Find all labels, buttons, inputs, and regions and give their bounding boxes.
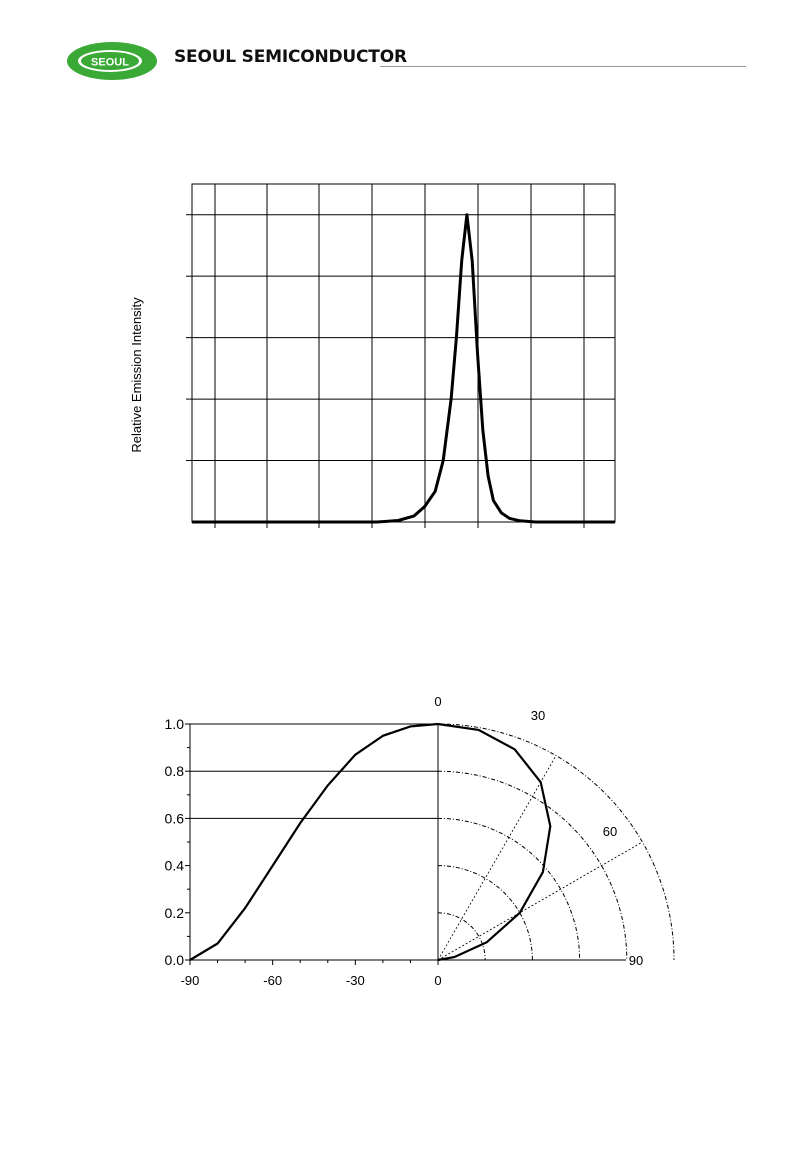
radiation-curve-cartesian (189, 722, 439, 961)
y-tick-label: 0.2 (165, 905, 185, 921)
y-tick-label: 0.4 (165, 858, 185, 874)
spectrum-y-axis-label: Relative Emission Intensity (129, 297, 144, 453)
radiation-curve-polar (437, 722, 552, 962)
radiation-ticks (185, 723, 439, 965)
polar-ring (437, 817, 581, 961)
y-tick-label: 0.0 (165, 952, 185, 968)
polar-angle-label: 90 (629, 953, 643, 968)
y-tick-label: 0.8 (165, 763, 185, 779)
spectrum-grid (191, 183, 616, 523)
polar-spoke (437, 841, 643, 961)
page-header: SEOUL SEOUL SEMICONDUCTOR (0, 0, 810, 110)
seoul-logo: SEOUL (67, 42, 157, 80)
x-tick-label: -30 (346, 973, 365, 988)
polar-ring (437, 723, 675, 961)
radiation-tick-labels: 0.0 0.2 0.4 0.6 0.8 1.0 -90 -60 -30 0 0 30 60 90 (165, 694, 644, 988)
x-tick-label: 0 (434, 973, 441, 988)
radiation-pattern-chart: 0.0 0.2 0.4 0.6 0.8 1.0 -90 -60 -30 0 0 30 60 90 (165, 694, 675, 988)
y-tick-label: 1.0 (165, 716, 185, 732)
spectrum-chart: Relative Emission Intensity (129, 183, 616, 528)
x-tick-label: -90 (181, 973, 200, 988)
polar-ring (437, 912, 486, 961)
polar-angle-label: 60 (603, 824, 617, 839)
spectrum-curve (192, 213, 615, 524)
polar-angle-label: 0 (434, 694, 441, 709)
header-rule (380, 66, 746, 67)
polar-ring (437, 770, 628, 961)
company-name: SEOUL SEMICONDUCTOR (174, 47, 407, 67)
logo-text: SEOUL (91, 57, 129, 69)
polar-ring (437, 865, 533, 961)
spectrum-ticks (186, 214, 585, 528)
polar-spoke (437, 755, 557, 961)
plot-frame (191, 183, 616, 523)
radiation-grid (189, 723, 626, 961)
y-tick-label: 0.6 (165, 810, 185, 826)
polar-angle-label: 30 (531, 708, 545, 723)
polar-grid (437, 723, 675, 961)
x-tick-label: -60 (263, 973, 282, 988)
